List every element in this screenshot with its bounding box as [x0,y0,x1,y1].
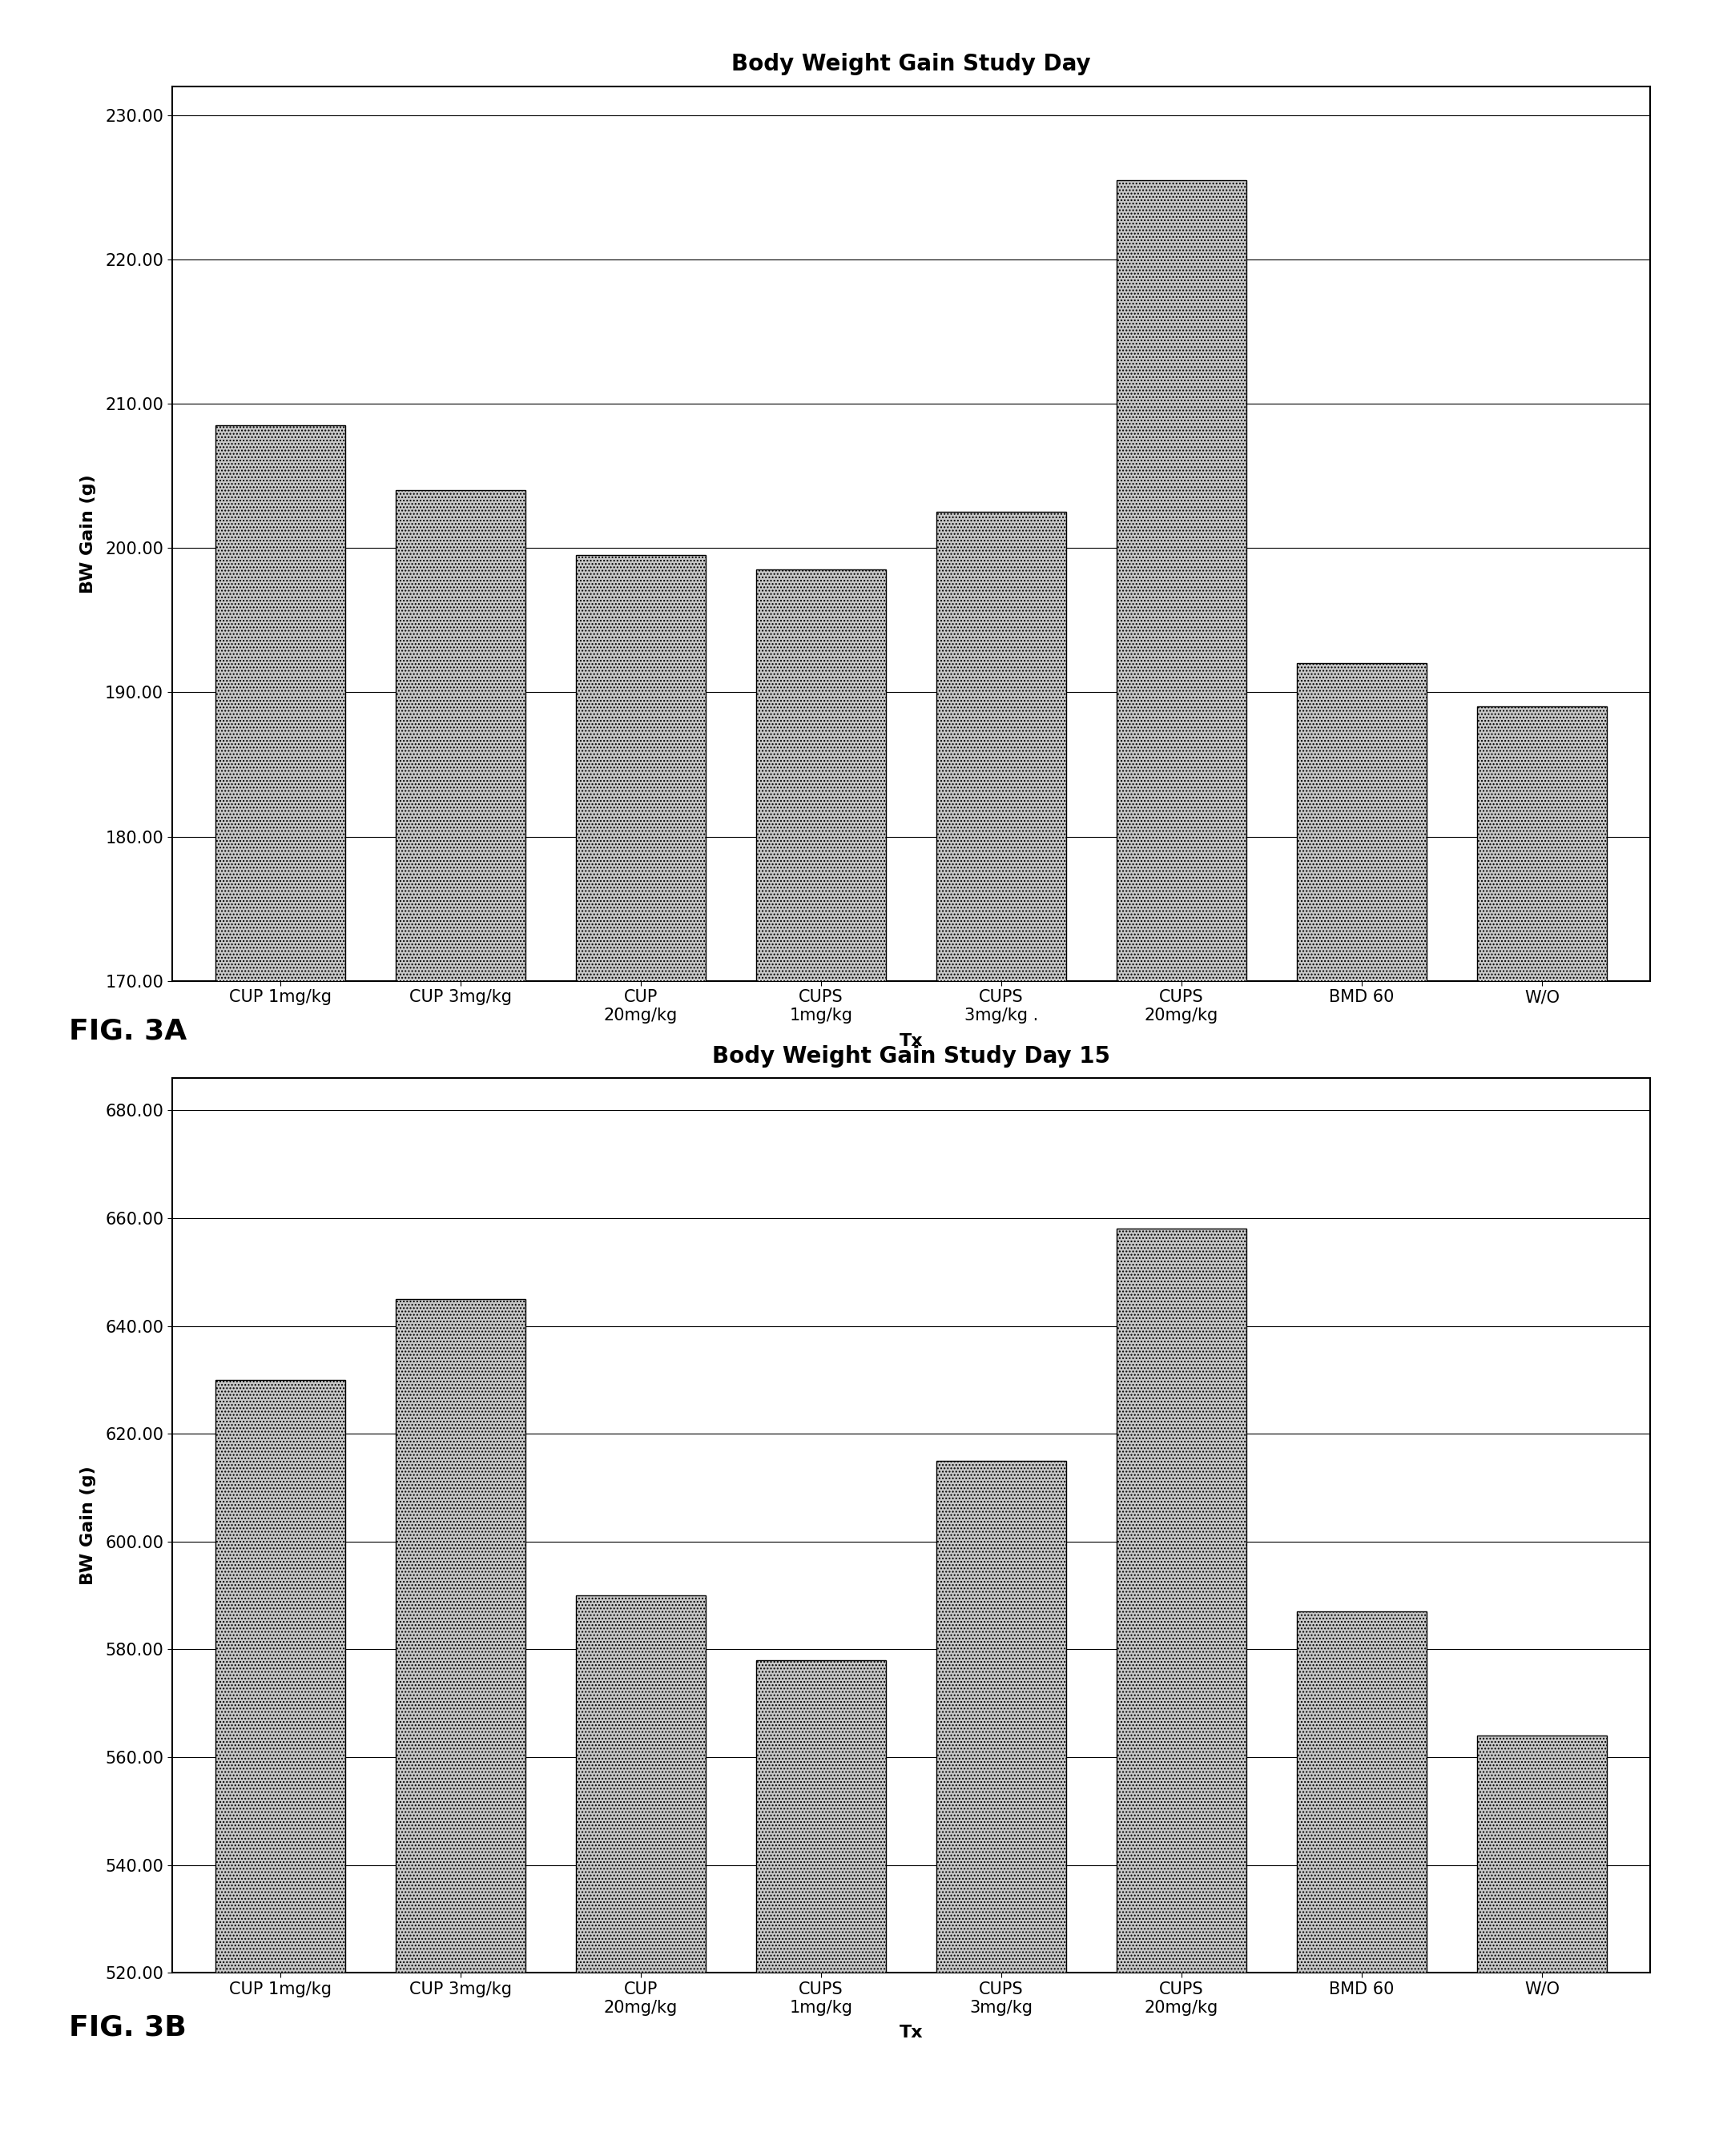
Bar [215,1380,346,2156]
Bar [395,489,526,2156]
Text: FIG. 3A: FIG. 3A [69,1018,187,1046]
Y-axis label: BW Gain (g): BW Gain (g) [81,474,96,593]
Bar [1296,1613,1427,2156]
X-axis label: Tx: Tx [899,2024,923,2040]
Title: Body Weight Gain Study Day: Body Weight Gain Study Day [731,54,1092,75]
Bar [1296,664,1427,2156]
Y-axis label: BW Gain (g): BW Gain (g) [81,1466,96,1585]
Bar [937,1462,1066,2156]
Bar [1477,707,1607,2156]
Bar [576,1595,705,2156]
Bar [576,556,705,2156]
Text: FIG. 3B: FIG. 3B [69,2014,186,2042]
Title: Body Weight Gain Study Day 15: Body Weight Gain Study Day 15 [712,1046,1110,1067]
Bar [1117,1229,1246,2156]
Bar [756,1660,885,2156]
Bar [395,1298,526,2156]
Bar [215,425,346,2156]
Bar [937,511,1066,2156]
Bar [1477,1736,1607,2156]
X-axis label: Tx: Tx [899,1033,923,1048]
Bar [756,569,885,2156]
Bar [1117,181,1246,2156]
